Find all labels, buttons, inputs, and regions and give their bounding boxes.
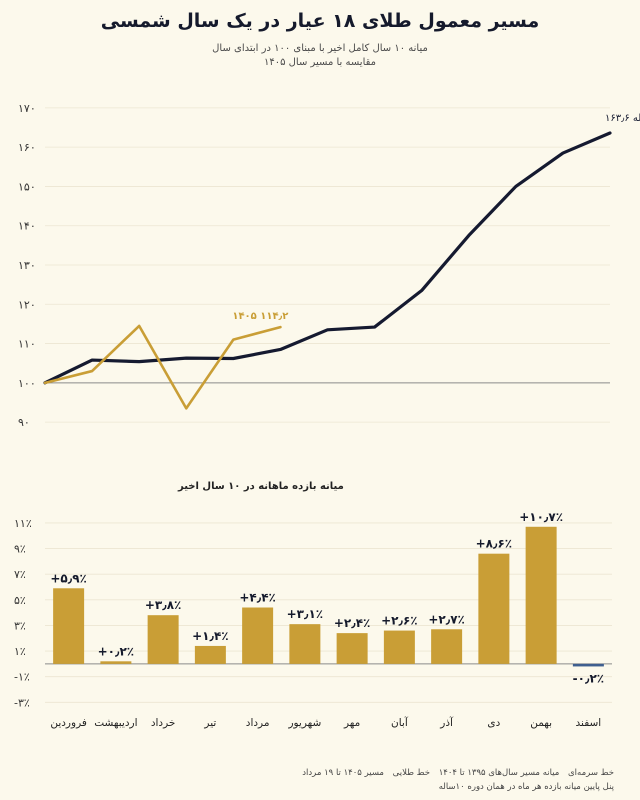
series-end-label-0: میانه۱۰ساله ۱۶۳٫۶ xyxy=(605,113,640,124)
series-end-label-1: ۱۱۴٫۲ ۱۴۰۵ xyxy=(232,311,288,322)
y-tick-label-100: ۱۰۰ xyxy=(18,377,36,390)
bar-value-label-4: +۴٫۴٪ xyxy=(239,591,276,605)
y-tick-label-150: ۱۵۰ xyxy=(18,180,36,193)
footer-legend: خط سرمه‌ای میانه مسیر سال‌های ۱۳۹۵ تا ۱۴… xyxy=(296,768,614,778)
bar-0 xyxy=(53,588,85,664)
bar-category-label-9: دی xyxy=(487,717,500,729)
bar-y-tick-label-4: ۵٪ xyxy=(14,594,26,607)
bar-value-label-2: +۳٫۸٪ xyxy=(145,598,182,612)
y-tick-label-90: ۹۰ xyxy=(18,416,30,429)
bar-value-label-10: +۱۰٫۷٪ xyxy=(519,510,563,524)
line-chart: ۹۰ ۱۰۰ ۱۱۰ ۱۲۰ ۱۳۰ ۱۴۰ ۱۵۰ ۱۶۰ ۱۷۰ میانه۱۰ساله ۱۶… xyxy=(18,102,640,429)
bar-y-tick-label-2: ۱٪ xyxy=(14,645,26,658)
bar-value-label-8: +۲٫۷٪ xyxy=(428,612,465,626)
subtitle-line1: میانه ۱۰ سال کامل اخیر با مبنای ۱۰۰ در ا… xyxy=(212,43,428,54)
bar-10 xyxy=(525,526,557,664)
y-tick-label-170: ۱۷۰ xyxy=(18,102,36,115)
bar-category-label-10: بهمن xyxy=(530,717,552,729)
bar-category-label-7: آبان xyxy=(391,716,409,729)
footer-navy-desc: میانه مسیر سال‌های ۱۳۹۵ تا ۱۴۰۴ xyxy=(438,768,560,778)
bar-11 xyxy=(572,663,604,667)
y-tick-label-160: ۱۶۰ xyxy=(18,141,36,154)
footer-navy-label: خط سرمه‌ای xyxy=(568,768,614,778)
bar-y-tick-label-7: ۱۱٪ xyxy=(14,517,32,530)
footer-note: پنل پایین میانه بازده هر ماه در همان دور… xyxy=(438,782,614,792)
y-tick-label-120: ۱۲۰ xyxy=(18,298,36,311)
series-line-0 xyxy=(43,131,612,385)
bar-y-tick-label-3: ۳٪ xyxy=(14,619,26,632)
bar-value-label-0: +۵٫۹٪ xyxy=(50,571,87,585)
bar-4 xyxy=(242,607,274,664)
bar-8 xyxy=(431,629,463,664)
footer-gold-desc: مسیر ۱۴۰۵ تا ۱۹ مرداد xyxy=(302,768,384,778)
bar-y-tick-label-6: ۹٪ xyxy=(14,543,26,556)
bar-value-label-1: +۰٫۲٪ xyxy=(98,644,135,658)
bar-y-tick-label-1: -۱٪ xyxy=(14,671,30,684)
series-line-1 xyxy=(43,324,282,410)
bar-category-label-5: شهریور xyxy=(287,717,321,729)
bar-category-label-11: اسفند xyxy=(576,717,602,729)
bar-category-label-4: مرداد xyxy=(246,717,270,729)
bar-chart-title: میانه بازده ماهانه در ۱۰ سال اخیر xyxy=(177,481,344,492)
bar-value-label-3: +۱٫۴٪ xyxy=(192,629,229,643)
bar-category-label-8: آذر xyxy=(439,716,454,729)
y-tick-label-130: ۱۳۰ xyxy=(18,259,36,272)
bar-value-label-7: +۲٫۶٪ xyxy=(381,614,418,628)
bar-5 xyxy=(289,624,321,664)
bar-value-label-6: +۲٫۴٪ xyxy=(334,616,371,630)
bar-7 xyxy=(383,630,415,664)
footer-gold-label: خط طلایی xyxy=(392,768,430,778)
bar-1 xyxy=(100,661,132,664)
bar-value-label-5: +۳٫۱٪ xyxy=(287,607,324,621)
bar-6 xyxy=(336,633,368,664)
bar-y-tick-label-0: -۳٪ xyxy=(14,696,30,709)
bar-category-label-3: تیر xyxy=(203,717,216,729)
bar-3 xyxy=(194,645,226,664)
y-tick-label-140: ۱۴۰ xyxy=(18,220,36,233)
page-title: مسیر معمول طلای ۱۸ عیار در یک سال شمسی xyxy=(100,10,540,32)
bar-category-label-0: فروردین xyxy=(50,717,87,729)
bar-category-label-2: خرداد xyxy=(151,717,176,729)
bar-category-label-1: اردیبهشت xyxy=(94,717,137,729)
bar-9 xyxy=(478,553,510,664)
y-tick-label-110: ۱۱۰ xyxy=(18,338,36,351)
bar-y-tick-label-5: ۷٪ xyxy=(14,568,26,581)
bar-category-label-6: مهر xyxy=(343,717,360,729)
bar-value-label-9: +۸٫۶٪ xyxy=(476,537,513,551)
bar-value-label-11: -۰٫۲٪ xyxy=(573,671,604,685)
bar-2 xyxy=(147,615,179,664)
subtitle-line2: مقایسه با مسیر سال ۱۴۰۵ xyxy=(263,57,377,68)
